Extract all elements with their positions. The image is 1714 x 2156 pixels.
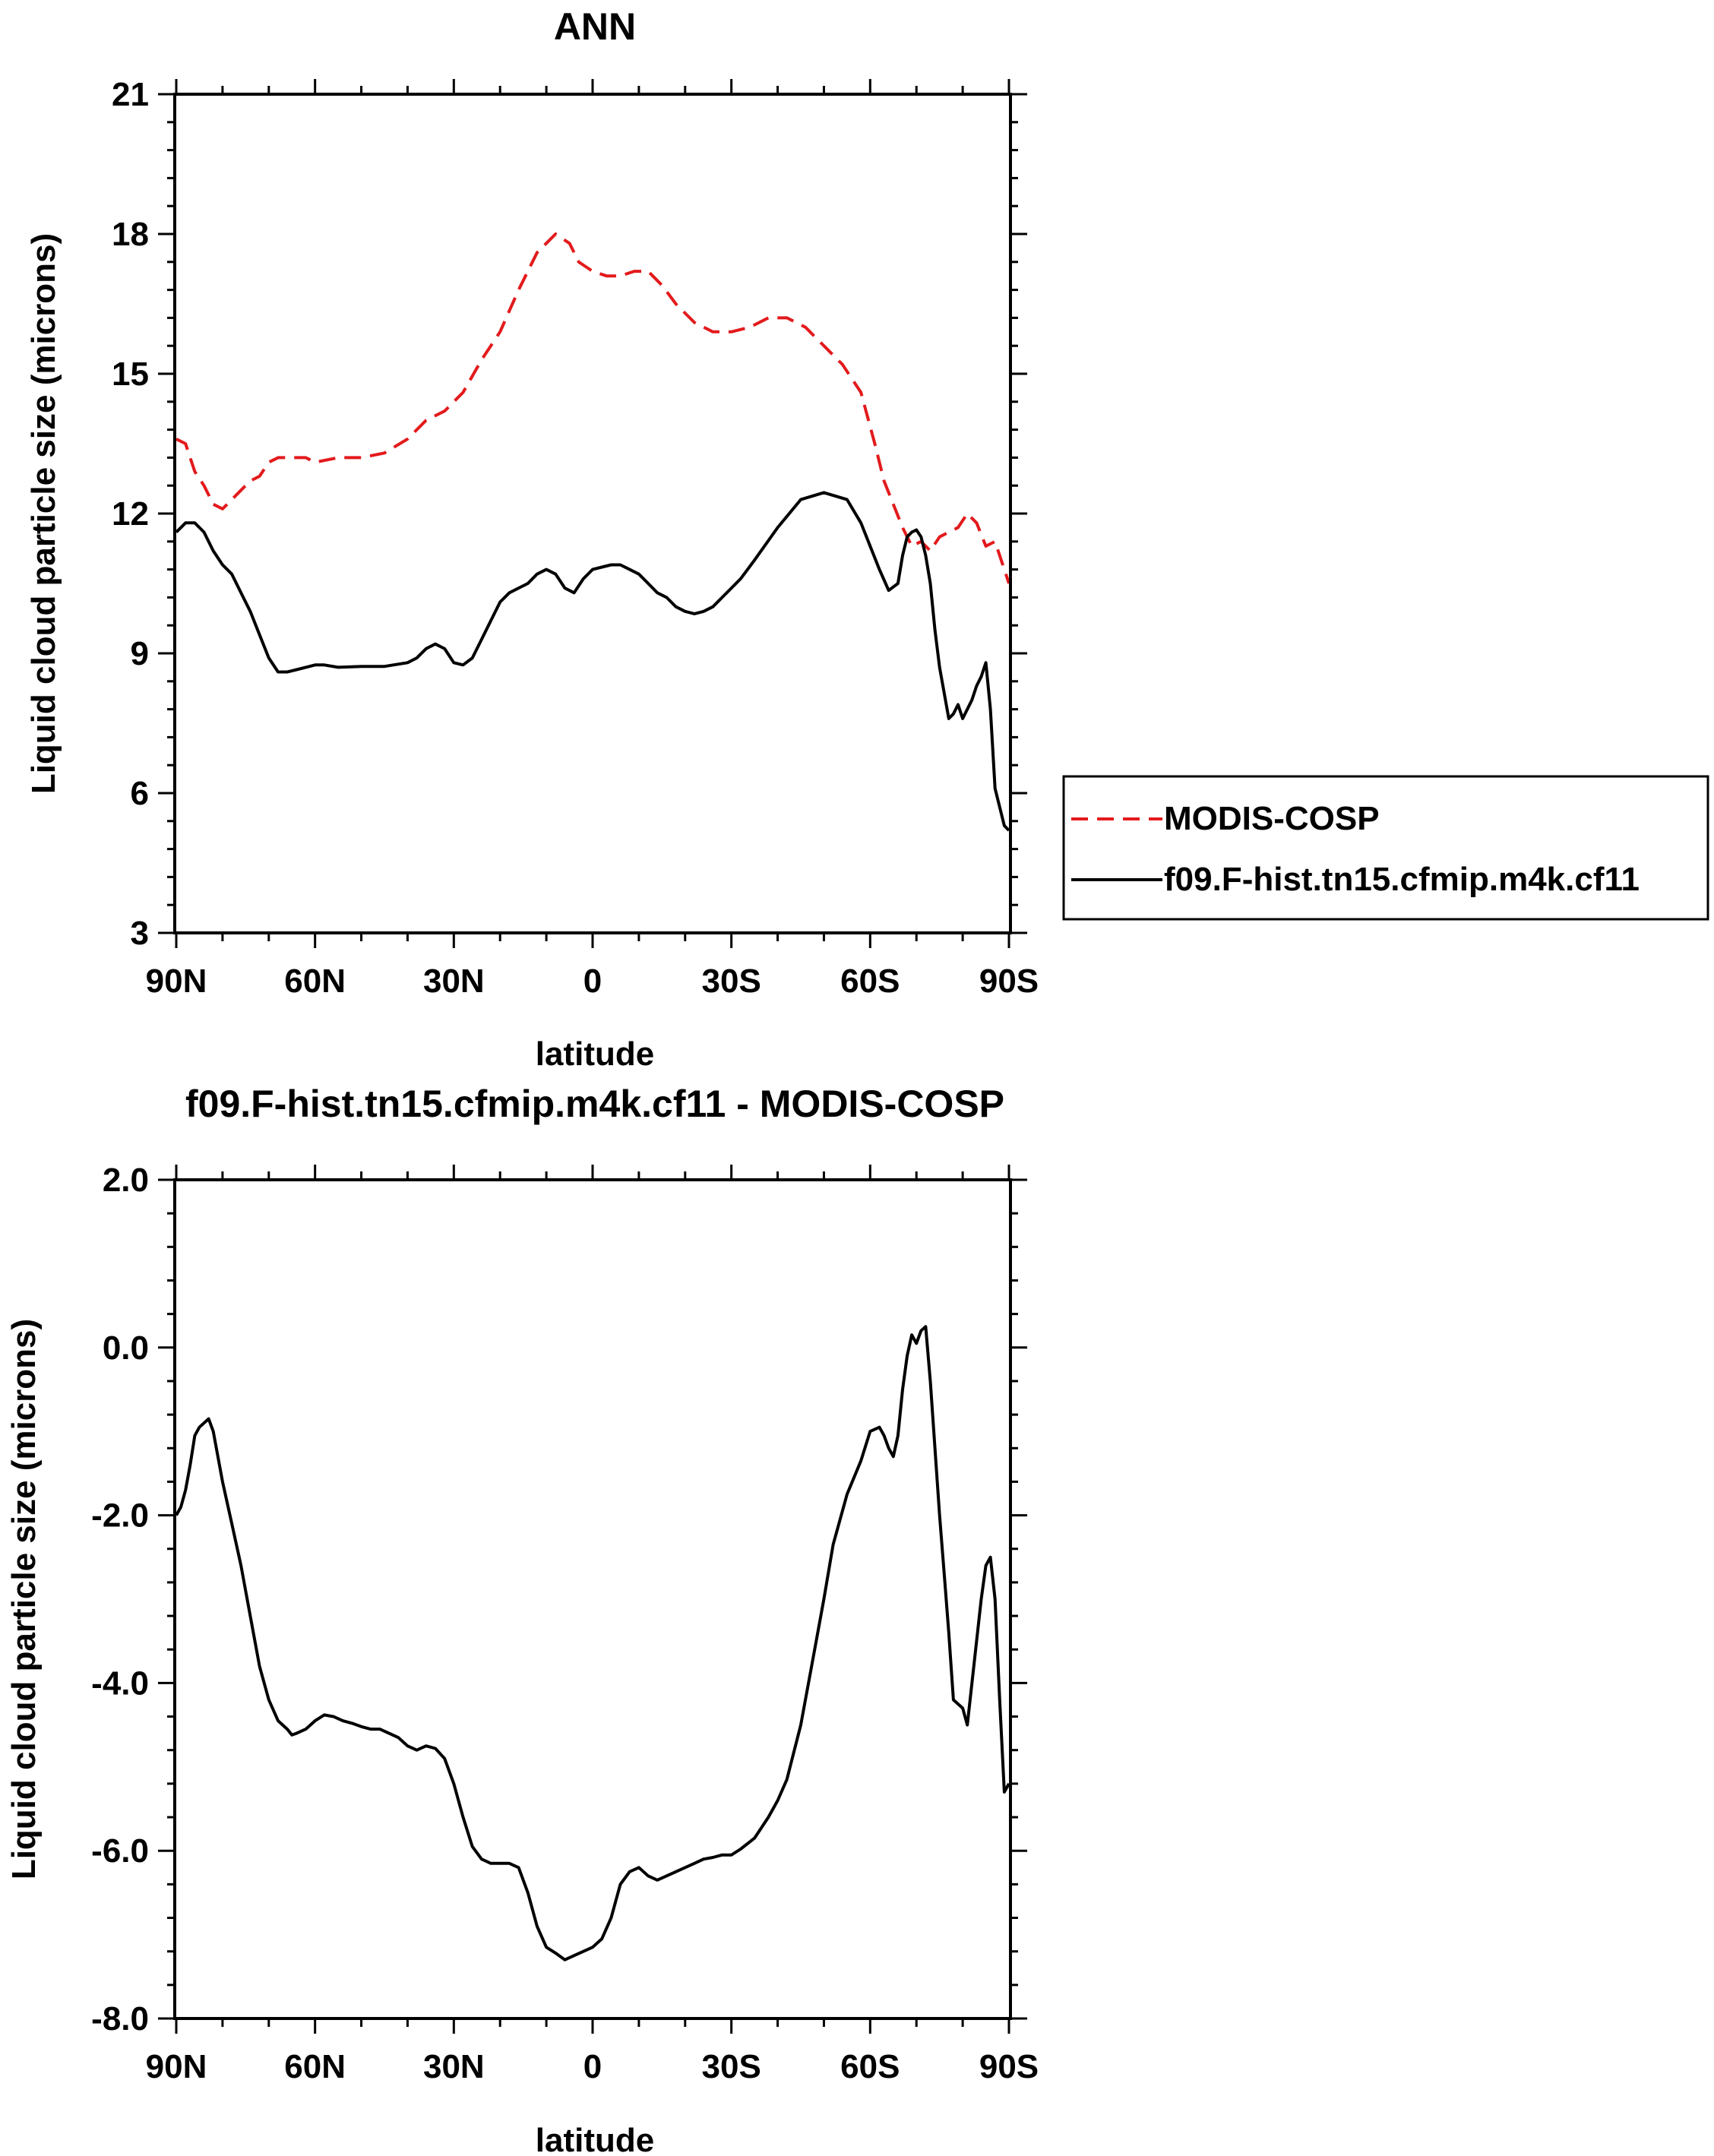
- top-chart-y-tick-label: 3: [131, 915, 149, 952]
- top-chart-y-tick-label: 18: [112, 216, 149, 253]
- top-chart-series-line-modis: [176, 232, 1010, 584]
- bottom-chart-y-tick-label: 0.0: [103, 1329, 149, 1367]
- bottom-chart-x-tick-labels: 90N 60N 30N 0 30S 60S 90S: [146, 2048, 1039, 2085]
- top-chart-y-tick-label: 12: [112, 495, 149, 533]
- bottom-chart-x-tick-label: 30N: [423, 2048, 485, 2085]
- legend: MODIS-COSP f09.F-hist.tn15.cfmip.m4k.cf1…: [1062, 775, 1709, 921]
- top-chart-y-tick-label: 6: [131, 775, 149, 812]
- top-chart-y-tick-label: 9: [131, 635, 149, 672]
- top-chart-series-line-model: [175, 491, 1010, 832]
- bottom-chart-x-tick-label: 60S: [840, 2048, 900, 2085]
- legend-frame: [1062, 775, 1709, 921]
- top-chart-title: ANN: [554, 5, 636, 48]
- bottom-chart-y-tick-label: 2.0: [103, 1162, 149, 1199]
- top-chart-x-tick-label: 30N: [423, 963, 485, 1000]
- bottom-chart-x-tick-label: 90S: [979, 2048, 1039, 2085]
- bottom-chart-y-tick-label: -2.0: [91, 1497, 149, 1535]
- bottom-chart-y-tick-labels: -8.0 -6.0 -4.0 -2.0 0.0 2.0: [91, 1162, 149, 2037]
- top-chart-x-tick-labels: 90N 60N 30N 0 30S 60S 90S: [146, 963, 1039, 1000]
- top-chart-x-tick-label: 0: [583, 963, 602, 1000]
- bottom-chart-y-tick-label: -6.0: [91, 1832, 149, 1870]
- bottom-chart-series: [175, 1325, 1010, 1962]
- bottom-chart-ticks: [158, 1165, 1027, 2034]
- bottom-chart-x-axis-label: latitude: [536, 2122, 654, 2156]
- top-chart-x-tick-label: 60N: [284, 963, 346, 1000]
- top-chart-x-axis-label: latitude: [536, 1035, 654, 1073]
- bottom-chart-series-line-model: [175, 1325, 1010, 1962]
- top-chart-x-tick-label: 30S: [702, 963, 761, 1000]
- bottom-chart-y-tick-label: -4.0: [91, 1664, 149, 1702]
- top-chart-series: [175, 232, 1010, 832]
- bottom-chart-title: f09.F-hist.tn15.cfmip.m4k.cf11 - MODIS-C…: [185, 1083, 1004, 1125]
- top-chart-x-tick-label: 60S: [840, 963, 900, 1000]
- top-chart-y-tick-labels: 3 6 9 12 15 18 21: [112, 76, 149, 952]
- top-chart-y-tick-label: 21: [112, 76, 149, 113]
- top-chart-y-tick-label: 15: [112, 356, 149, 393]
- bottom-chart-y-tick-label: -8.0: [91, 2000, 149, 2037]
- bottom-chart-x-tick-label: 90N: [146, 2048, 207, 2085]
- top-chart-x-tick-label: 90S: [979, 963, 1039, 1000]
- top-chart-y-axis-label: Liquid cloud particle size (microns): [25, 233, 62, 794]
- legend-label-model: f09.F-hist.tn15.cfmip.m4k.cf11: [1164, 861, 1640, 898]
- bottom-chart-x-tick-label: 60N: [284, 2048, 346, 2085]
- bottom-chart-y-axis-label: Liquid cloud particle size (microns): [5, 1319, 43, 1879]
- bottom-chart: f09.F-hist.tn15.cfmip.m4k.cf11 - MODIS-C…: [5, 1083, 1039, 2156]
- bottom-chart-x-tick-label: 30S: [702, 2048, 761, 2085]
- top-chart-x-tick-label: 90N: [146, 963, 207, 1000]
- bottom-chart-x-tick-label: 0: [583, 2048, 602, 2085]
- legend-label-modis: MODIS-COSP: [1164, 800, 1380, 837]
- bottom-chart-frame: [173, 1178, 1012, 2020]
- top-chart: ANN 90N 60N 30N 0 30S 60S 90S 3 6 9 12 15 18 21 lati…: [25, 5, 1709, 1073]
- top-chart-frame: [173, 93, 1012, 934]
